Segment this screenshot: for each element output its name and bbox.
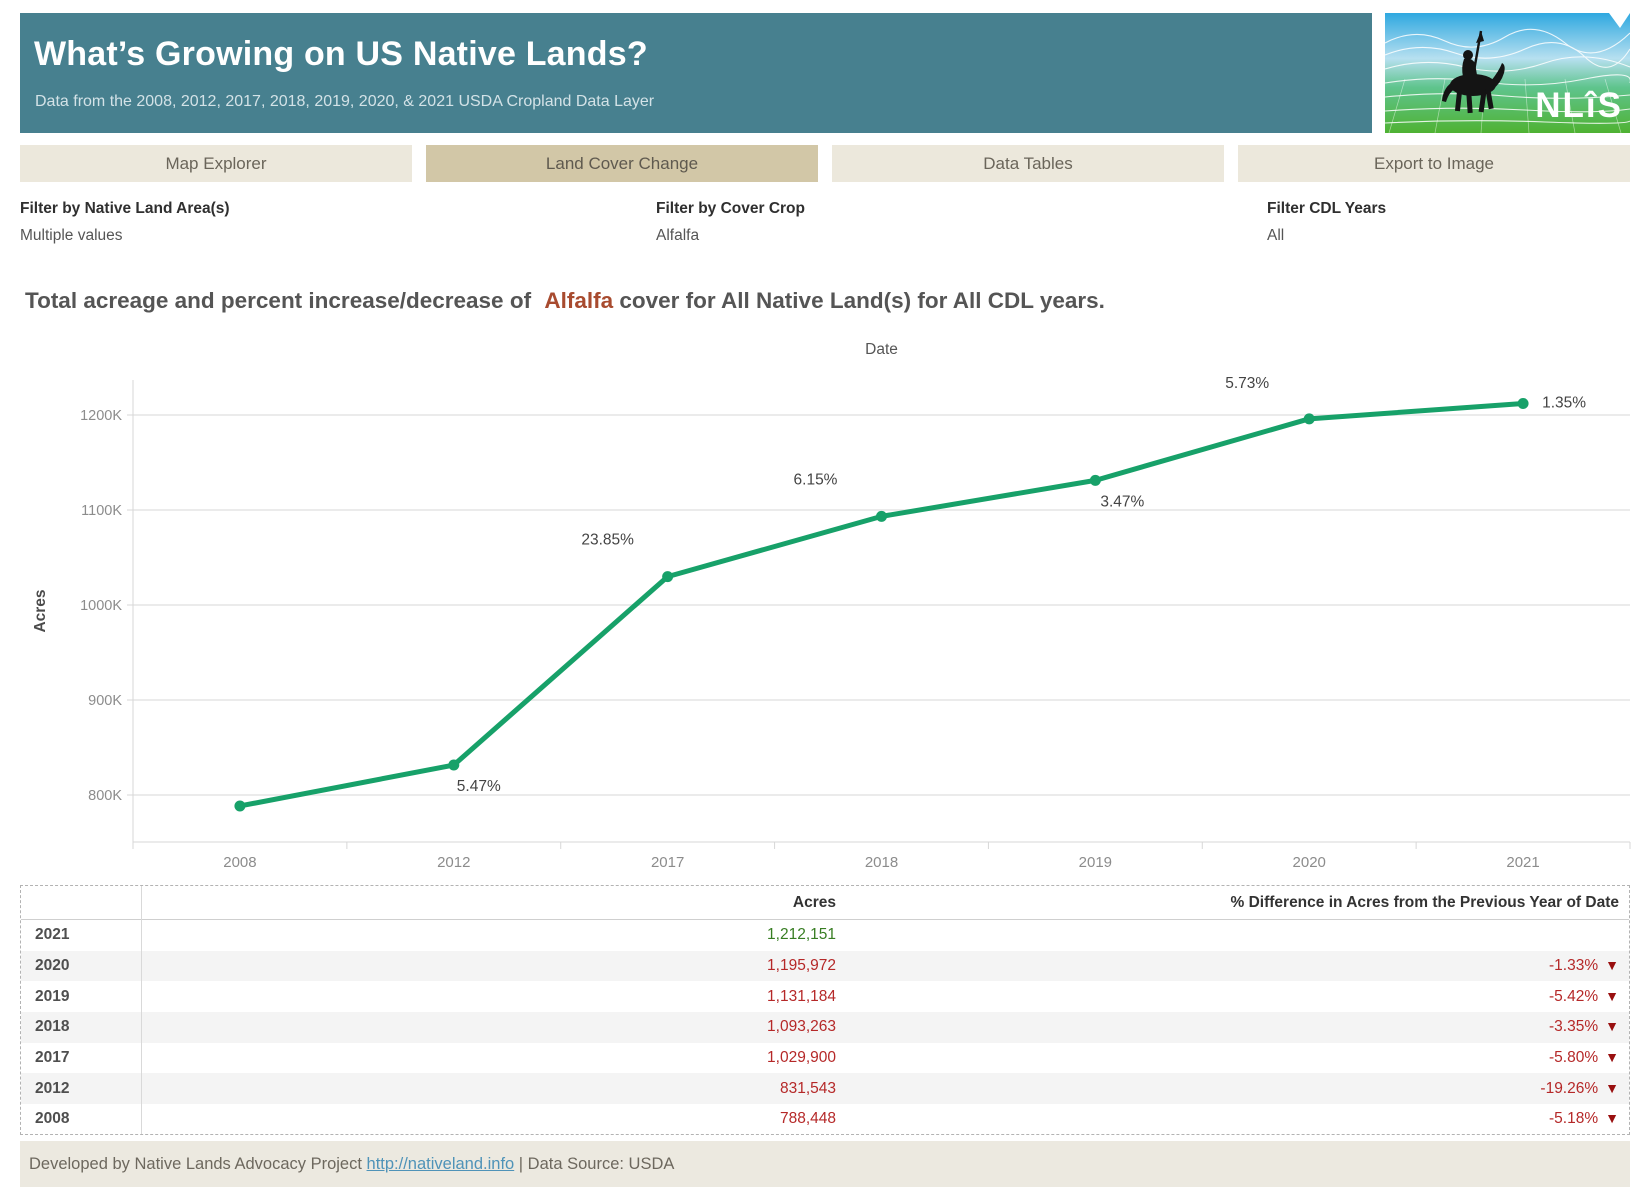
tab-land-cover-change[interactable]: Land Cover Change xyxy=(426,145,818,182)
data-point-2012[interactable] xyxy=(448,759,460,771)
y-axis-title: Acres xyxy=(32,589,49,632)
x-tick-label: 2021 xyxy=(1506,854,1539,871)
y-tick-label: 1100K xyxy=(81,503,122,519)
point-percent-label: 6.15% xyxy=(794,471,838,488)
page-title: What’s Growing on US Native Lands? xyxy=(34,35,648,73)
data-point-2020[interactable] xyxy=(1303,413,1315,425)
tab-export-to-image[interactable]: Export to Image xyxy=(1238,145,1630,182)
nativeland-link[interactable]: http://nativeland.info xyxy=(366,1154,515,1173)
cell-acres: 788,448 xyxy=(779,1110,836,1128)
page-subtitle: Data from the 2008, 2012, 2017, 2018, 20… xyxy=(35,93,655,110)
cell-percent-difference: -1.33% ▼ xyxy=(1549,957,1619,975)
cell-year: 2012 xyxy=(35,1079,70,1097)
y-tick-label: 800K xyxy=(88,788,122,804)
nlis-logo: NLîS xyxy=(1385,13,1630,133)
table-row-2018[interactable]: 2018 1,093,263 -3.35% ▼ xyxy=(21,1012,1629,1043)
cell-percent-difference: -3.35% ▼ xyxy=(1549,1018,1619,1036)
acreage-line-chart: 800K 900K 1000K 1100K 1200K 2008 2012 2017 2018 2… xyxy=(32,341,1631,871)
point-percent-label: 3.47% xyxy=(1100,493,1144,510)
table-row-2021[interactable]: 2021 1,212,151 xyxy=(21,920,1629,951)
acreage-data-table: Acres % Difference in Acres from the Pre… xyxy=(20,885,1630,1135)
decrease-triangle-icon: ▼ xyxy=(1605,1049,1619,1066)
data-point-2018[interactable] xyxy=(876,510,887,522)
y-tick-label: 1000K xyxy=(80,598,122,614)
logo-notch xyxy=(1609,13,1630,28)
point-percent-label: 5.73% xyxy=(1225,375,1269,392)
filter-label: Filter CDL Years xyxy=(1267,200,1387,217)
header-banner: What’s Growing on US Native Lands? Data … xyxy=(20,13,1372,133)
tab-bar: Map Explorer Land Cover Change Data Tabl… xyxy=(20,145,1630,182)
x-tick-label: 2020 xyxy=(1293,854,1326,871)
logo-wordmark: NLîS xyxy=(1535,86,1623,125)
x-tick-label: 2018 xyxy=(865,854,898,871)
wireframe-mountains xyxy=(1385,28,1630,124)
tab-data-tables[interactable]: Data Tables xyxy=(832,145,1224,182)
cell-year: 2020 xyxy=(35,957,70,975)
data-point-2019[interactable] xyxy=(1089,474,1101,486)
point-percent-label: 23.85% xyxy=(581,532,634,549)
chart-title-prefix: Total acreage and percent increase/decre… xyxy=(25,288,538,313)
table-header-row: Acres % Difference in Acres from the Pre… xyxy=(21,886,1629,920)
footer-source-text: | Data Source: USDA xyxy=(514,1154,675,1173)
footer-credit-text: Developed by Native Lands Advocacy Proje… xyxy=(29,1154,367,1173)
cell-percent-difference: -5.42% ▼ xyxy=(1549,987,1619,1005)
table-row-2017[interactable]: 2017 1,029,900 -5.80% ▼ xyxy=(21,1043,1629,1074)
cell-year: 2008 xyxy=(35,1110,70,1128)
year-column-divider xyxy=(141,886,142,1134)
decrease-triangle-icon: ▼ xyxy=(1605,1079,1619,1096)
table-row-2020[interactable]: 2020 1,195,972 -1.33% ▼ xyxy=(21,950,1629,982)
cell-acres: 1,212,151 xyxy=(767,926,836,944)
cell-acres: 1,029,900 xyxy=(767,1049,836,1067)
cell-acres: 1,131,184 xyxy=(767,987,836,1005)
y-tick-label: 1200K xyxy=(80,408,122,424)
filter-value-dropdown[interactable]: Multiple values xyxy=(20,227,123,244)
table-row-2012[interactable]: 2012 831,543 -19.26% ▼ xyxy=(21,1073,1629,1105)
y-tick-label: 900K xyxy=(88,693,122,709)
chart-title: Total acreage and percent increase/decre… xyxy=(25,288,1105,314)
horse-rider-silhouette xyxy=(1442,30,1505,114)
decrease-triangle-icon: ▼ xyxy=(1605,957,1619,974)
cell-year: 2021 xyxy=(35,926,70,944)
point-percent-label: 1.35% xyxy=(1542,394,1586,411)
filter-value-dropdown[interactable]: All xyxy=(1267,227,1285,244)
data-point-2021[interactable] xyxy=(1517,397,1529,409)
cell-percent-difference: -19.26% ▼ xyxy=(1540,1079,1619,1097)
cell-year: 2018 xyxy=(35,1018,70,1036)
x-tick-label: 2017 xyxy=(651,854,684,871)
footer-bar: Developed by Native Lands Advocacy Proje… xyxy=(20,1141,1630,1187)
decrease-triangle-icon: ▼ xyxy=(1605,1018,1619,1035)
filter-cover-crop: Filter by Cover Crop Alfalfa xyxy=(656,200,805,245)
chart-title-crop-highlight: Alfalfa xyxy=(544,288,614,313)
tab-map-explorer[interactable]: Map Explorer xyxy=(20,145,412,182)
filter-label: Filter by Native Land Area(s) xyxy=(20,200,230,217)
filter-native-land-area: Filter by Native Land Area(s) Multiple v… xyxy=(20,200,230,245)
x-tick-label: 2019 xyxy=(1079,854,1112,871)
point-percent-label: 5.47% xyxy=(457,778,501,795)
cell-percent-difference: -5.18% ▼ xyxy=(1549,1110,1619,1128)
cell-acres: 1,093,263 xyxy=(767,1018,836,1036)
decrease-triangle-icon: ▼ xyxy=(1605,987,1619,1004)
x-axis-title: Date xyxy=(865,341,898,358)
chart-title-suffix: cover for All Native Land(s) for All CDL… xyxy=(613,288,1105,313)
decrease-triangle-icon: ▼ xyxy=(1605,1110,1619,1127)
cell-percent-difference: -5.80% ▼ xyxy=(1549,1049,1619,1067)
table-body: 2021 1,212,151 2020 1,195,972 -1.33% ▼ 2019 1,1… xyxy=(21,920,1629,1135)
data-point-2017[interactable] xyxy=(662,571,674,583)
x-tick-label: 2012 xyxy=(437,854,470,871)
filter-label: Filter by Cover Crop xyxy=(656,200,805,217)
col-header-acres: Acres xyxy=(792,893,836,911)
data-point-2008[interactable] xyxy=(234,800,246,812)
cell-year: 2017 xyxy=(35,1049,70,1067)
cell-acres: 1,195,972 xyxy=(767,957,836,975)
cell-year: 2019 xyxy=(35,987,70,1005)
filter-cdl-years: Filter CDL Years All xyxy=(1267,200,1386,245)
x-tick-label: 2008 xyxy=(223,854,256,871)
cell-acres: 831,543 xyxy=(779,1079,836,1097)
table-row-2008[interactable]: 2008 788,448 -5.18% ▼ xyxy=(21,1104,1629,1135)
col-header-percent-difference: % Difference in Acres from the Previous … xyxy=(1230,893,1620,911)
table-row-2019[interactable]: 2019 1,131,184 -5.42% ▼ xyxy=(21,981,1629,1012)
filter-value-dropdown[interactable]: Alfalfa xyxy=(656,227,700,244)
